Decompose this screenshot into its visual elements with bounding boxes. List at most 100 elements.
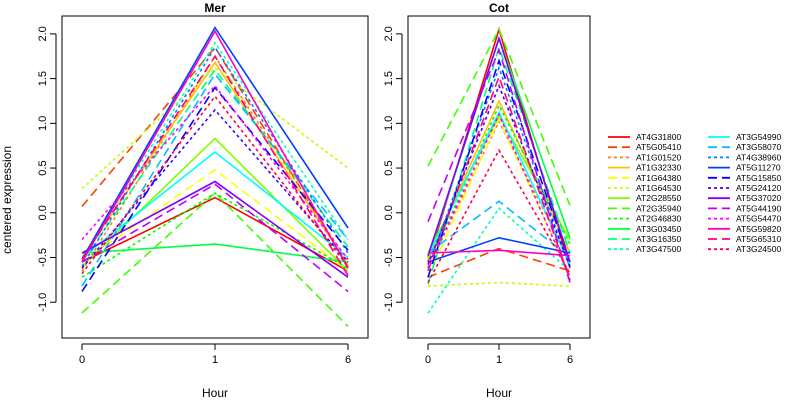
- x-tick-label: 1: [212, 354, 218, 366]
- legend-label: AT5G44190: [736, 203, 781, 213]
- series-line-at5g59820: [81, 29, 349, 269]
- series-line-at3g58070: [427, 200, 571, 259]
- series-line-at5g15850: [81, 86, 349, 292]
- plot-frame: [407, 15, 591, 339]
- series-line-at1g64530: [427, 281, 571, 287]
- series-line-at4g38960: [427, 65, 571, 269]
- y-tick-label: 0.0: [37, 205, 49, 220]
- series-line-at5g37020: [81, 180, 349, 278]
- legend-label: AT1G64380: [636, 173, 681, 183]
- chart-panels: Mer 0 1 6 Hour -1.0 -0.5 0.0 0.5 1.0 1.5 2.0 Cot 0 1 6 H…: [37, 1, 591, 400]
- series-line-at5g44190: [427, 47, 571, 283]
- legend: AT4G31800AT5G05410AT1G01520AT1G32330AT1G…: [608, 132, 781, 254]
- series-line-at3g24500: [81, 95, 349, 275]
- x-axis-title: Hour: [202, 386, 228, 400]
- legend-label: AT2G28550: [636, 193, 681, 203]
- y-tick-label: -1.0: [383, 293, 395, 312]
- series-line-at5g54470: [427, 112, 571, 278]
- x-tick-label: 0: [425, 354, 431, 366]
- x-tick-label: 6: [345, 354, 351, 366]
- y-tick-label: 1.0: [383, 116, 395, 131]
- legend-item: AT3G03450: [608, 224, 681, 234]
- plot-frame: [61, 15, 369, 339]
- series-line-at2g35940: [427, 27, 571, 206]
- series-line-at3g47500: [427, 207, 571, 314]
- series-line-at3g16350: [427, 44, 571, 285]
- series-line-at5g44190: [81, 183, 349, 293]
- legend-label: AT5G24120: [736, 183, 781, 193]
- panel-mer: Mer 0 1 6 Hour -1.0 -0.5 0.0 0.5 1.0 1.5 2.0: [37, 1, 369, 400]
- legend-label: AT5G37020: [736, 193, 781, 203]
- series-line-at5g11270: [81, 26, 349, 260]
- legend-label: AT1G32330: [636, 163, 681, 173]
- y-tick-label: 0.5: [383, 160, 395, 175]
- legend-item: AT5G37020: [708, 193, 781, 203]
- series-line-at1g64530: [81, 66, 349, 190]
- y-tick-label: 1.5: [383, 71, 395, 86]
- y-axis-title: centered expression: [0, 146, 14, 254]
- x-axis: 0 1 6: [79, 343, 351, 366]
- series-line-at3g58070: [81, 72, 349, 287]
- legend-label: AT4G38960: [736, 152, 781, 162]
- panel-cot: Cot 0 1 6 Hour -1.0 -0.5 0.0 0.5 1.0 1.5 2.0: [383, 1, 591, 400]
- legend-item: AT5G24120: [708, 183, 781, 193]
- y-tick-label: 1.0: [37, 116, 49, 131]
- series-line-at5g24120: [427, 83, 571, 267]
- y-axis: -1.0 -0.5 0.0 0.5 1.0 1.5 2.0: [383, 26, 403, 312]
- legend-item: AT3G16350: [608, 234, 681, 244]
- legend-label: AT3G58070: [736, 142, 781, 152]
- series-line-at2g46830: [81, 192, 349, 278]
- legend-label: AT3G24500: [736, 244, 781, 254]
- legend-label: AT5G15850: [736, 173, 781, 183]
- series-line-at4g31800: [81, 196, 349, 272]
- panel-title: Mer: [204, 1, 226, 15]
- series-line-at5g54470: [81, 84, 349, 260]
- series-line-at5g15850: [427, 58, 571, 278]
- legend-item: AT5G65310: [708, 234, 781, 244]
- legend-label: AT5G65310: [736, 234, 781, 244]
- x-tick-label: 0: [79, 354, 85, 366]
- legend-label: AT3G47500: [636, 244, 681, 254]
- y-tick-label: 0.0: [383, 205, 395, 220]
- legend-item: AT4G31800: [608, 132, 681, 142]
- legend-label: AT3G16350: [636, 234, 681, 244]
- y-tick-label: -0.5: [383, 248, 395, 267]
- legend-item: AT2G46830: [608, 214, 681, 224]
- legend-item: AT1G01520: [608, 152, 681, 162]
- legend-label: AT2G35940: [636, 203, 681, 213]
- legend-item: AT2G35940: [608, 203, 681, 213]
- series-line-at4g38960: [81, 45, 349, 267]
- legend-item: AT5G11270: [708, 163, 781, 173]
- series-line-at5g37020: [427, 35, 571, 263]
- legend-item: AT1G64530: [608, 183, 681, 193]
- legend-item: AT3G54990: [708, 132, 781, 142]
- legend-item: AT1G32330: [608, 163, 681, 173]
- series-line-at3g16350: [81, 68, 349, 263]
- y-tick-label: 0.5: [37, 160, 49, 175]
- y-tick-label: -1.0: [37, 293, 49, 312]
- series-line-at1g01520: [427, 119, 571, 269]
- legend-label: AT5G54470: [736, 214, 781, 224]
- series-line-at5g05410: [427, 247, 571, 278]
- legend-item: AT4G38960: [708, 152, 781, 162]
- y-tick-label: 2.0: [37, 26, 49, 41]
- legend-item: AT5G05410: [608, 142, 681, 152]
- series-line-at1g64380: [81, 168, 349, 272]
- legend-label: AT2G46830: [636, 214, 681, 224]
- y-tick-label: 1.5: [37, 71, 49, 86]
- y-tick-label: 2.0: [383, 26, 395, 41]
- legend-label: AT5G59820: [736, 224, 781, 234]
- legend-item: AT5G54470: [708, 214, 781, 224]
- series-line-at5g59820: [427, 249, 571, 257]
- legend-item: AT3G47500: [608, 244, 681, 254]
- y-tick-label: -0.5: [37, 248, 49, 267]
- x-tick-label: 6: [567, 354, 573, 366]
- legend-item: AT5G44190: [708, 203, 781, 213]
- legend-label: AT1G64530: [636, 183, 681, 193]
- series-line-at5g65310: [427, 74, 571, 281]
- legend-label: AT1G01520: [636, 152, 681, 162]
- series-line-at2g28550: [427, 114, 571, 254]
- legend-item: AT1G64380: [608, 173, 681, 183]
- x-axis-title: Hour: [486, 386, 512, 400]
- legend-item: AT3G24500: [708, 244, 781, 254]
